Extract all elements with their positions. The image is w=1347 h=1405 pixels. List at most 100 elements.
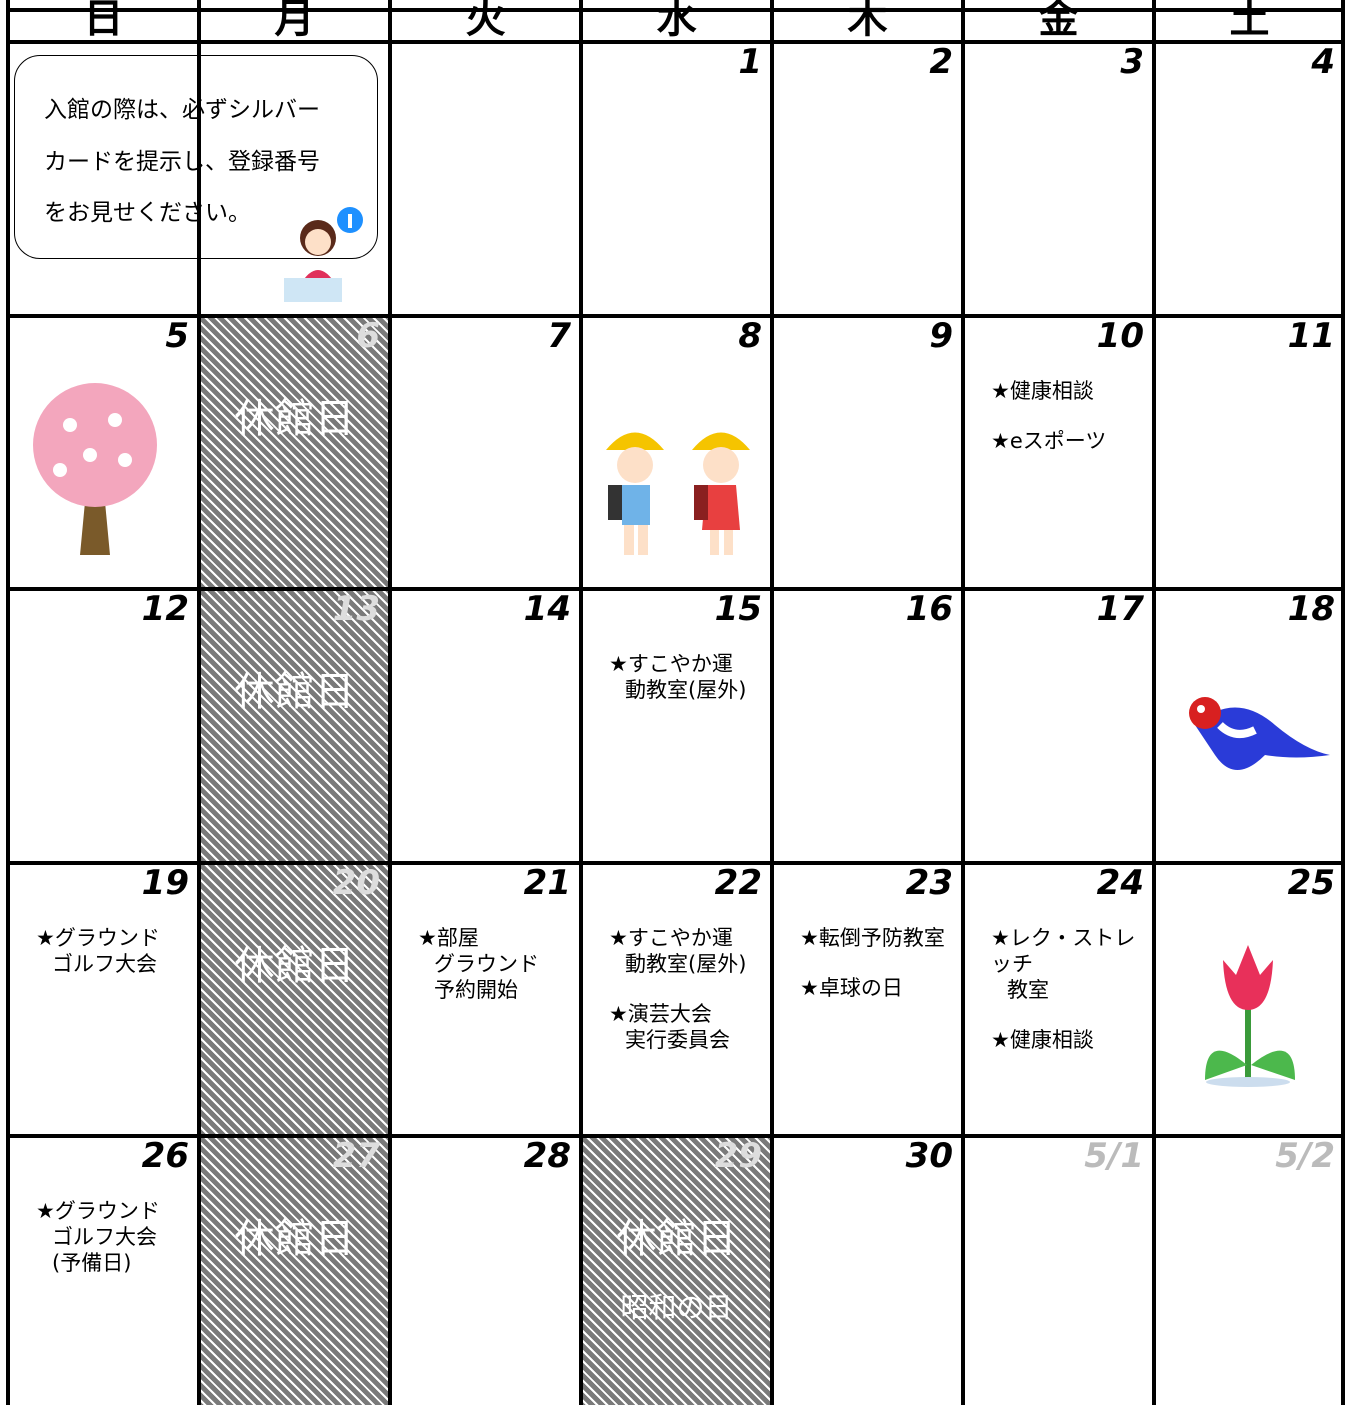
event-line: グラウンド (434, 951, 539, 976)
event-line: 教室 (1007, 977, 1049, 1002)
day-cell: 23 ★転倒予防教室 ★卓球の日 (772, 863, 963, 1137)
day-number: 4 (1311, 42, 1335, 82)
event-line: ★グラウンド (36, 925, 160, 950)
notice-line: 入館の際は、必ずシルバー (44, 97, 320, 123)
event: ★eスポーツ (991, 428, 1106, 454)
closed-label: 休館日 (234, 942, 355, 989)
event-line: ★グラウンド (36, 1199, 160, 1223)
grid-line (8, 860, 1345, 865)
day-cell: 7 (390, 316, 581, 590)
event-list: ★グラウンド ゴルフ大会 (36, 925, 160, 1001)
day-cell: 24 ★レク・ストレッチ 教室 ★健康相談 (963, 863, 1154, 1137)
grid-line (8, 313, 1345, 318)
grid-line (961, 0, 965, 1405)
grid-line (8, 8, 1345, 12)
event: ★グラウンド ゴルフ大会 (予備日) (36, 1198, 160, 1276)
day-number: 26 (141, 1136, 189, 1176)
event-line: ★部屋 (418, 925, 479, 950)
day-cell: 13 休館日 (199, 589, 390, 863)
day-number: 22 (714, 862, 762, 903)
weekday-label: 金 (1038, 0, 1079, 42)
day-cell: 3 (963, 42, 1154, 316)
cherry-tree-illustration (33, 383, 157, 555)
day-cell: 1 (581, 42, 772, 316)
day-number: 11 (1287, 315, 1335, 356)
day-cell: 27 休館日 (199, 1136, 390, 1405)
closed-label: 休館日 (234, 1216, 355, 1262)
event: ★グラウンド ゴルフ大会 (36, 925, 160, 977)
weekday-label: 火 (465, 0, 506, 42)
day-number: 19 (141, 862, 189, 903)
day-cell: 16 (772, 589, 963, 863)
day-number: 5/2 (1275, 1136, 1335, 1176)
day-cell: 11 (1154, 316, 1345, 590)
holiday-label: 昭和の日 (620, 1291, 733, 1324)
day-cell: 28 (390, 1136, 581, 1405)
event-line: 動教室(屋外) (625, 678, 747, 702)
event: ★演芸大会 実行委員会 (609, 1001, 746, 1053)
day-cell: 30 (772, 1136, 963, 1405)
day-number: 5 (165, 315, 189, 356)
day-cell: 5 (8, 316, 199, 590)
day-cell: 26 ★グラウンド ゴルフ大会 (予備日) (8, 1136, 199, 1405)
day-cell: 5/1 (963, 1136, 1154, 1405)
tulip-illustration (1205, 945, 1295, 1087)
event-line: ★演芸大会 (609, 1001, 712, 1026)
event-line: 予約開始 (434, 977, 518, 1002)
day-cell: 18 (1154, 589, 1345, 863)
notice-line: カードを提示し、登録番号 (44, 149, 320, 175)
grid-line (579, 0, 583, 1405)
event-line: 実行委員会 (625, 1027, 730, 1052)
day-number: 7 (547, 315, 571, 356)
receptionist-illustration (284, 207, 363, 302)
event: ★健康相談 (991, 378, 1106, 404)
weekday-label: 日 (83, 0, 124, 42)
grid-line (6, 0, 10, 1405)
grid-line (8, 587, 1345, 591)
event-line: ゴルフ大会 (52, 1225, 157, 1249)
event: ★すこやか運 動教室(屋外) (609, 925, 746, 977)
weekday-label: 月 (274, 0, 315, 42)
day-cell: 8 (581, 316, 772, 590)
event-line: ★すこやか運 (609, 652, 733, 676)
event-line: 動教室(屋外) (625, 951, 747, 976)
day-cell: 2 (772, 42, 963, 316)
day-number: 17 (1096, 589, 1144, 629)
grid-line (1341, 0, 1345, 1405)
grid-line (8, 1134, 1345, 1138)
day-cell: 5/2 (1154, 1136, 1345, 1405)
day-cell: 4 (1154, 42, 1345, 316)
day-number: 29 (714, 1136, 762, 1176)
day-cell: 29 休館日 昭和の日 (581, 1136, 772, 1405)
event: ★健康相談 (991, 1027, 1154, 1053)
day-number: 14 (523, 589, 571, 629)
day-number: 18 (1287, 589, 1335, 629)
day-number: 2 (929, 42, 953, 82)
children-illustration (606, 432, 750, 555)
closed-label: 休館日 (234, 395, 355, 442)
grid-line (388, 0, 392, 1405)
event-line: ★健康相談 (991, 1027, 1094, 1052)
swallow-illustration (1189, 697, 1330, 770)
day-number: 25 (1287, 862, 1335, 903)
weekday-label: 土 (1229, 0, 1270, 42)
day-number: 24 (1096, 862, 1144, 903)
event: ★転倒予防教室 (800, 925, 945, 951)
event-line: ゴルフ大会 (52, 951, 157, 976)
event-list: ★レク・ストレッチ 教室 ★健康相談 (991, 925, 1154, 1077)
day-number: 10 (1096, 315, 1144, 356)
notice-box (14, 55, 378, 259)
day-cell: 15 ★すこやか運 動教室(屋外) (581, 589, 772, 863)
event-line: ★eスポーツ (991, 428, 1107, 453)
day-cell: 22 ★すこやか運 動教室(屋外) ★演芸大会 実行委員会 (581, 863, 772, 1137)
event-line: ★健康相談 (991, 378, 1094, 403)
event-line: ★卓球の日 (800, 975, 903, 1000)
event-list: ★部屋 グラウンド 予約開始 (418, 925, 539, 1027)
day-cell: 6 休館日 (199, 315, 390, 590)
event-line: (予備日) (52, 1251, 132, 1275)
event-line: ★レク・ストレッチ (991, 925, 1136, 976)
event-list: ★すこやか運 動教室(屋外) ★演芸大会 実行委員会 (609, 925, 746, 1077)
day-number: 5/1 (1084, 1136, 1144, 1176)
day-number: 23 (905, 862, 953, 903)
